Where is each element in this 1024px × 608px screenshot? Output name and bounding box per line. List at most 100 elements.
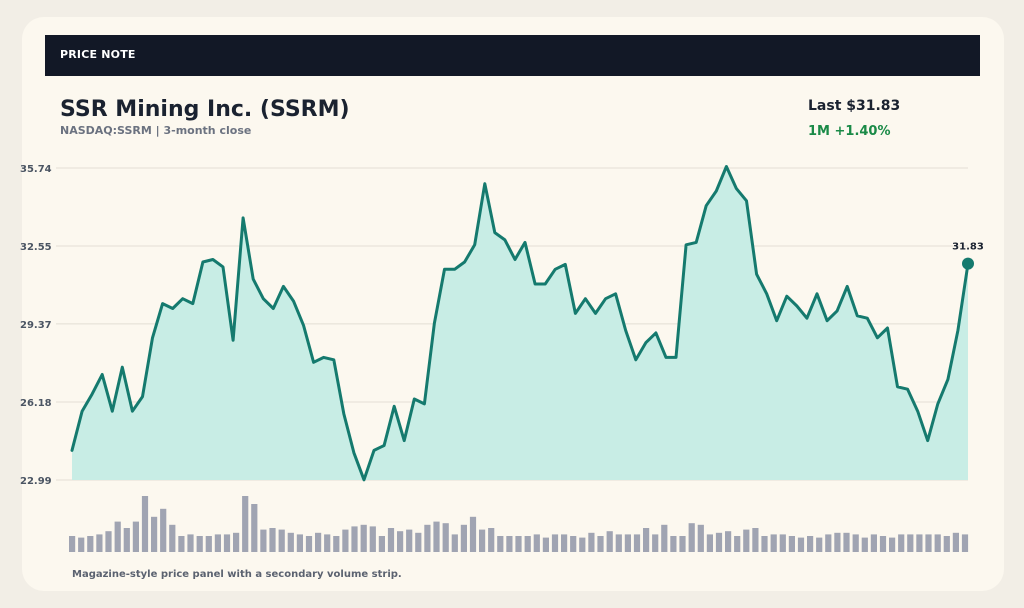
volume-bar bbox=[761, 536, 768, 552]
volume-bar bbox=[579, 537, 586, 552]
volume-bar bbox=[78, 537, 85, 552]
volume-bar bbox=[615, 534, 622, 552]
volume-bar bbox=[861, 537, 868, 552]
volume-bar bbox=[105, 531, 112, 552]
volume-bar bbox=[488, 528, 495, 552]
volume-bar bbox=[779, 534, 786, 552]
y-tick-label: 26.18 bbox=[20, 398, 52, 409]
volume-bar bbox=[661, 524, 668, 552]
volume-bar bbox=[169, 524, 176, 552]
volume-bar bbox=[123, 528, 130, 552]
last-price: Last $31.83 bbox=[808, 98, 901, 114]
volume-bar bbox=[843, 532, 850, 552]
volume-bar bbox=[670, 536, 677, 552]
price-area-layer bbox=[70, 165, 970, 482]
volume-bar bbox=[479, 529, 486, 552]
chart-title: SSR Mining Inc. (SSRM) bbox=[60, 97, 350, 122]
last-price-label: 31.83 bbox=[952, 242, 984, 253]
volume-bar bbox=[797, 537, 805, 552]
volume-bar bbox=[597, 536, 604, 552]
volume-bar bbox=[251, 504, 258, 552]
volume-bar bbox=[697, 524, 704, 552]
volume-bar bbox=[324, 534, 331, 552]
volume-bar bbox=[889, 537, 896, 552]
volume-bar bbox=[360, 524, 367, 552]
volume-bar bbox=[743, 529, 750, 552]
volume-bar bbox=[788, 536, 795, 552]
volume-bar bbox=[643, 528, 650, 552]
volume-bar bbox=[834, 532, 841, 552]
volume-bar bbox=[96, 534, 103, 552]
volume-bar bbox=[114, 521, 121, 552]
volume-bar bbox=[442, 523, 449, 552]
volume-bar bbox=[515, 536, 522, 552]
last-price-marker bbox=[962, 257, 974, 270]
volume-bar bbox=[652, 534, 659, 552]
volume-bar bbox=[934, 534, 941, 552]
y-tick-label: 22.99 bbox=[20, 476, 52, 487]
volume-bar bbox=[633, 534, 641, 552]
volume-bar bbox=[433, 521, 440, 552]
volume-bar bbox=[415, 532, 422, 552]
volume-bar bbox=[351, 526, 358, 552]
volume-bar bbox=[898, 534, 905, 552]
volume-bar bbox=[852, 534, 859, 552]
volume-bar bbox=[961, 534, 969, 552]
chart-subtitle: NASDAQ:SSRM | 3-month close bbox=[60, 124, 252, 137]
volume-strip bbox=[69, 496, 969, 552]
volume-bar bbox=[916, 534, 923, 552]
volume-bar bbox=[141, 496, 149, 552]
volume-bar bbox=[770, 534, 777, 552]
y-tick-label: 35.74 bbox=[20, 164, 52, 175]
volume-bar bbox=[205, 536, 212, 552]
volume-bar bbox=[688, 523, 695, 552]
volume-bar bbox=[542, 537, 549, 552]
volume-bar bbox=[907, 534, 914, 552]
volume-bar bbox=[333, 536, 340, 552]
y-tick-label: 32.55 bbox=[20, 242, 52, 253]
volume-bar bbox=[387, 528, 395, 552]
volume-bar bbox=[87, 536, 94, 552]
volume-bar bbox=[151, 516, 158, 552]
volume-bar bbox=[752, 528, 759, 552]
volume-bar bbox=[816, 537, 823, 552]
volume-bar bbox=[497, 536, 504, 552]
price-note-bar: PRICE NOTE bbox=[45, 35, 980, 76]
volume-bar bbox=[952, 532, 959, 552]
volume-bar bbox=[725, 531, 732, 552]
volume-bar bbox=[879, 536, 887, 552]
volume-bar bbox=[825, 534, 832, 552]
price-area bbox=[72, 166, 968, 480]
volume-bar bbox=[570, 536, 577, 552]
volume-bar bbox=[342, 529, 349, 552]
volume-bar bbox=[469, 516, 477, 552]
y-axis: 22.99 26.18 29.37 32.55 35.74 bbox=[20, 164, 52, 487]
volume-bar bbox=[715, 532, 723, 552]
volume-bar bbox=[278, 529, 285, 552]
volume-bar bbox=[196, 536, 203, 552]
volume-bar bbox=[870, 534, 877, 552]
price-line bbox=[70, 165, 970, 482]
price-note-label: PRICE NOTE bbox=[60, 48, 136, 61]
volume-bar bbox=[706, 534, 713, 552]
volume-bar bbox=[287, 532, 294, 552]
volume-bar bbox=[588, 532, 595, 552]
volume-bar bbox=[460, 524, 467, 552]
volume-bar bbox=[451, 534, 458, 552]
volume-bar bbox=[260, 529, 267, 552]
volume-bar bbox=[269, 528, 276, 552]
volume-bar bbox=[925, 534, 932, 552]
volume-bar bbox=[551, 534, 559, 552]
volume-bar bbox=[406, 529, 413, 552]
volume-bar bbox=[624, 534, 631, 552]
footer-note: Magazine-style price panel with a second… bbox=[72, 569, 402, 580]
last-price-marker-layer: 31.83 bbox=[952, 242, 984, 270]
volume-bar bbox=[223, 534, 231, 552]
volume-bar bbox=[315, 532, 322, 552]
volume-bar bbox=[369, 526, 376, 552]
volume-bar bbox=[424, 524, 431, 552]
volume-bar bbox=[132, 521, 139, 552]
volume-bar bbox=[305, 536, 313, 552]
volume-bar bbox=[178, 536, 185, 552]
